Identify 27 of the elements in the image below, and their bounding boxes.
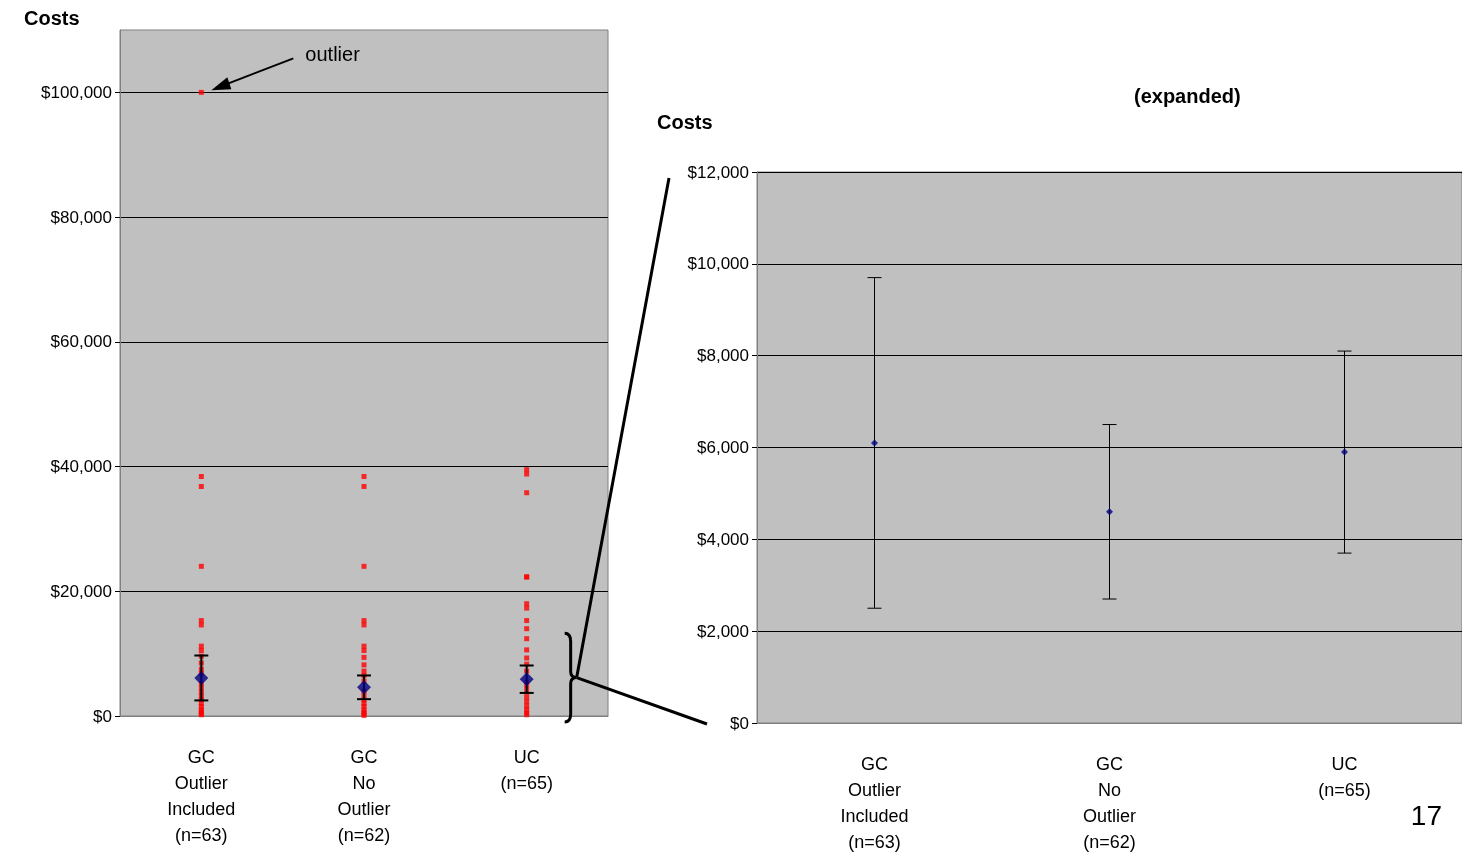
y-tick-label: $40,000: [50, 457, 112, 477]
y-tick-label: $2,000: [697, 621, 749, 641]
y-tick-label: $80,000: [50, 207, 112, 227]
x-tick-label: UC (n=65): [500, 747, 553, 793]
y-axis-title: Costs: [657, 111, 713, 133]
y-axis-title: Costs: [24, 7, 80, 29]
y-tick-label: $12,000: [687, 162, 749, 182]
y-tick-label: $0: [730, 713, 749, 733]
y-tick-label: $10,000: [687, 254, 749, 274]
y-tick-label: $0: [93, 706, 112, 726]
x-tick-label: GC Outlier Included (n=63): [840, 754, 909, 852]
x-tick-label: GC No Outlier (n=62): [337, 747, 391, 845]
x-tick-label: GC No Outlier (n=62): [1082, 754, 1137, 852]
y-tick-label: $100,000: [41, 82, 112, 102]
text: 17: [1410, 799, 1443, 831]
y-tick-label: $60,000: [50, 332, 112, 352]
y-tick-label: $6,000: [697, 438, 749, 457]
x-tick-label: GC Outlier Included (n=63): [167, 747, 236, 845]
point: [871, 439, 878, 447]
y-tick-label: $8,000: [697, 346, 749, 366]
y-tick-label: $4,000: [697, 529, 749, 549]
y-tick-label: $20,000: [50, 581, 112, 601]
point: [1106, 508, 1113, 516]
annotation: outlier: [305, 43, 361, 66]
point: [1341, 448, 1348, 456]
x-tick-label: UC (n=65): [1318, 754, 1371, 800]
chart-title: (expanded): [1134, 85, 1241, 107]
